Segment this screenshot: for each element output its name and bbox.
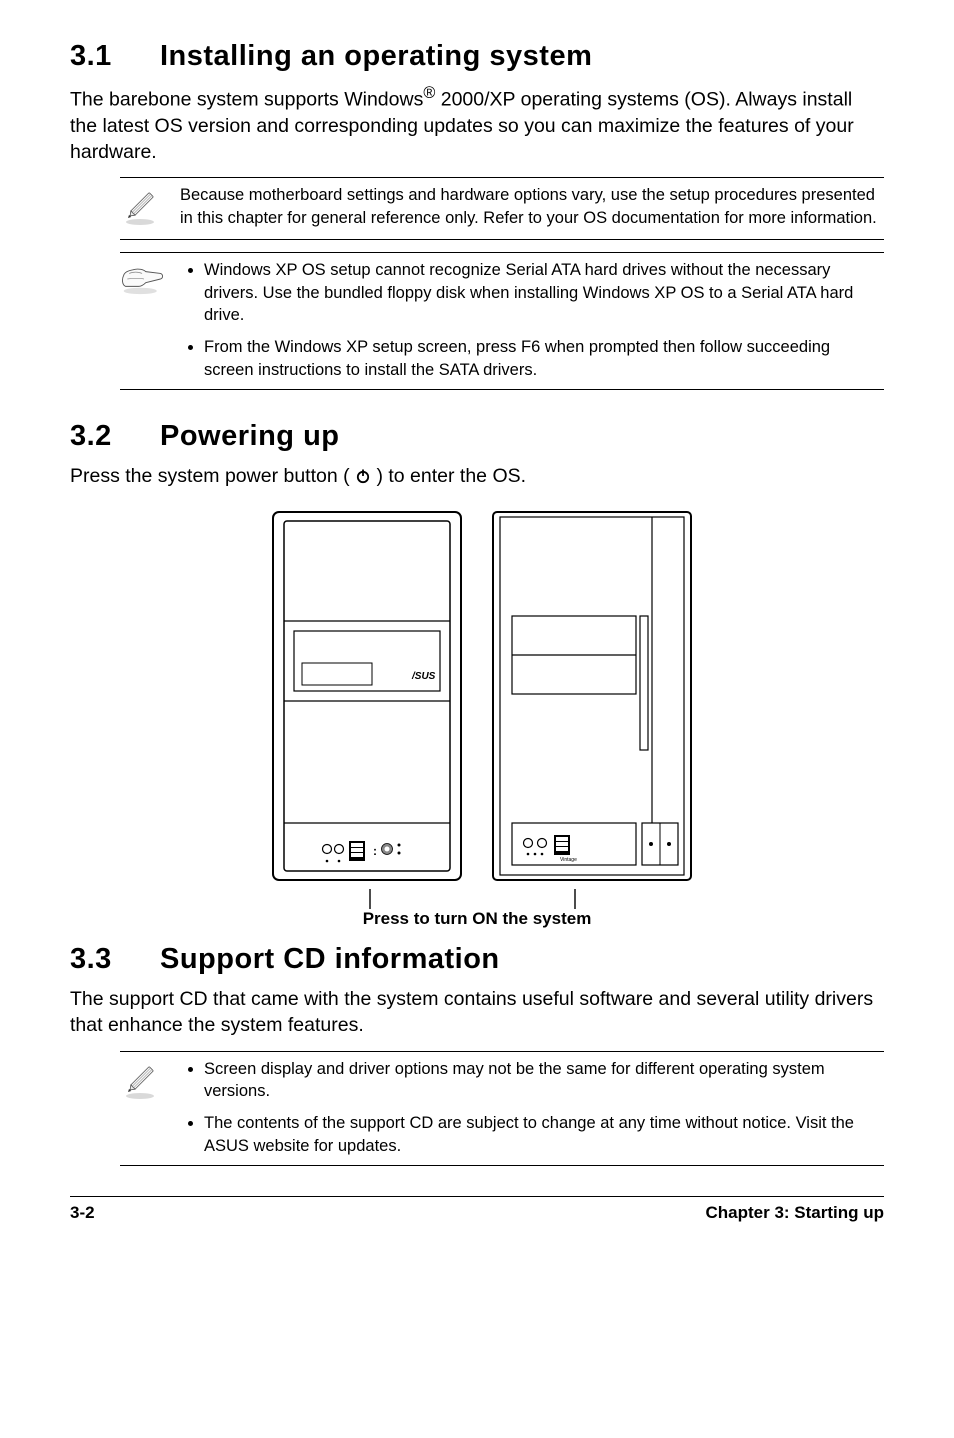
para-part: Press the system power button ( bbox=[70, 465, 350, 487]
pencil-icon bbox=[120, 184, 180, 231]
pencil-icon bbox=[120, 1058, 180, 1157]
hand-point-icon bbox=[120, 259, 180, 380]
power-icon bbox=[355, 465, 371, 491]
para-3-2: Press the system power button ( ) to ent… bbox=[70, 463, 884, 491]
heading-title: Powering up bbox=[160, 420, 340, 452]
heading-3-2: 3.2Powering up bbox=[70, 420, 884, 453]
heading-3-3: 3.3Support CD information bbox=[70, 943, 884, 976]
heading-3-1: 3.1Installing an operating system bbox=[70, 40, 884, 73]
reg-mark: ® bbox=[423, 84, 435, 102]
svg-text:Vintage: Vintage bbox=[560, 857, 577, 863]
note-text-1: Because motherboard settings and hardwar… bbox=[180, 184, 884, 231]
svg-text:/SUS: /SUS bbox=[411, 671, 436, 682]
para-part: The barebone system supports Windows bbox=[70, 89, 423, 111]
note-block-2: Windows XP OS setup cannot recognize Ser… bbox=[120, 252, 884, 389]
note-block-3: Screen display and driver options may no… bbox=[120, 1051, 884, 1166]
tower-diagram-a: /SUS : bbox=[272, 511, 462, 881]
page-footer: 3-2 Chapter 3: Starting up bbox=[70, 1196, 884, 1223]
figure-caption: Press to turn ON the system bbox=[363, 909, 592, 928]
svg-text::: : bbox=[373, 844, 377, 858]
heading-num: 3.1 bbox=[70, 40, 160, 73]
note-text-2: Windows XP OS setup cannot recognize Ser… bbox=[180, 259, 884, 380]
para-part: ) to enter the OS. bbox=[376, 465, 526, 487]
heading-title: Installing an operating system bbox=[160, 40, 592, 72]
heading-title: Support CD information bbox=[160, 943, 500, 975]
heading-num: 3.2 bbox=[70, 420, 160, 453]
list-item: Windows XP OS setup cannot recognize Ser… bbox=[204, 259, 884, 326]
tower-diagram-b: Vintage bbox=[492, 511, 682, 881]
para-3-1: The barebone system supports Windows® 20… bbox=[70, 83, 884, 165]
figure-row: /SUS : bbox=[70, 511, 884, 881]
list-item: The contents of the support CD are subje… bbox=[204, 1112, 884, 1157]
para-3-3: The support CD that came with the system… bbox=[70, 986, 884, 1039]
list-item: Screen display and driver options may no… bbox=[204, 1058, 884, 1103]
note-block-1: Because motherboard settings and hardwar… bbox=[120, 177, 884, 240]
figure-caption-row: Press to turn ON the system bbox=[70, 889, 884, 929]
heading-num: 3.3 bbox=[70, 943, 160, 976]
footer-chapter: Chapter 3: Starting up bbox=[705, 1203, 884, 1223]
note-text-3: Screen display and driver options may no… bbox=[180, 1058, 884, 1157]
list-item: From the Windows XP setup screen, press … bbox=[204, 336, 884, 381]
footer-page: 3-2 bbox=[70, 1203, 95, 1223]
